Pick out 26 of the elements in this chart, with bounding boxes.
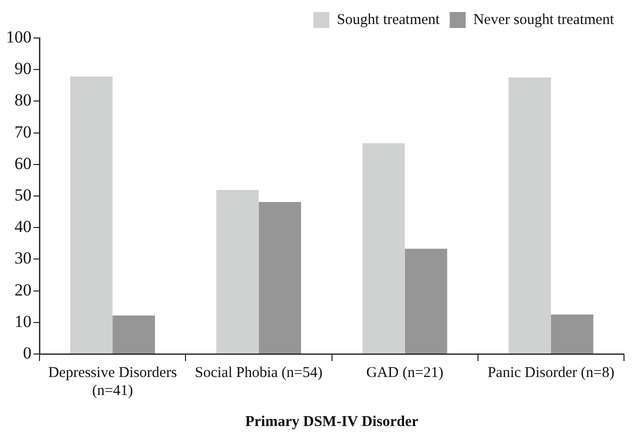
bar: [112, 315, 155, 354]
bar: [258, 202, 302, 354]
y-tick-label: 0: [23, 343, 32, 362]
x-tick-label: Depressive Disorders (n=41): [48, 364, 178, 399]
x-tick-label: GAD (n=21): [366, 364, 444, 381]
bar: [404, 248, 448, 354]
y-tick-label: 100: [6, 27, 32, 46]
bar: [216, 190, 259, 354]
y-tick-label: 70: [14, 122, 32, 142]
y-tick-label: 90: [14, 59, 32, 78]
bar: [508, 78, 551, 354]
legend-label: Sought treatment: [336, 12, 441, 28]
y-tick-label: 80: [14, 90, 32, 110]
bar: [70, 76, 113, 354]
x-tick-label: Social Phobia (n=54): [194, 364, 322, 381]
y-tick-label: 40: [14, 217, 32, 236]
y-tick-label: 30: [14, 248, 32, 268]
y-tick-label: 10: [14, 312, 32, 331]
y-tick-label: 60: [14, 154, 32, 173]
bar: [362, 143, 405, 354]
x-axis-title: Primary DSM-IV Disorder: [245, 414, 419, 430]
legend-label: Never sought treatment: [473, 12, 615, 28]
x-tick-label: Panic Disorder (n=8): [488, 364, 614, 381]
y-tick-label: 20: [14, 280, 32, 300]
bar: [550, 314, 594, 354]
y-tick-label: 50: [14, 185, 32, 204]
